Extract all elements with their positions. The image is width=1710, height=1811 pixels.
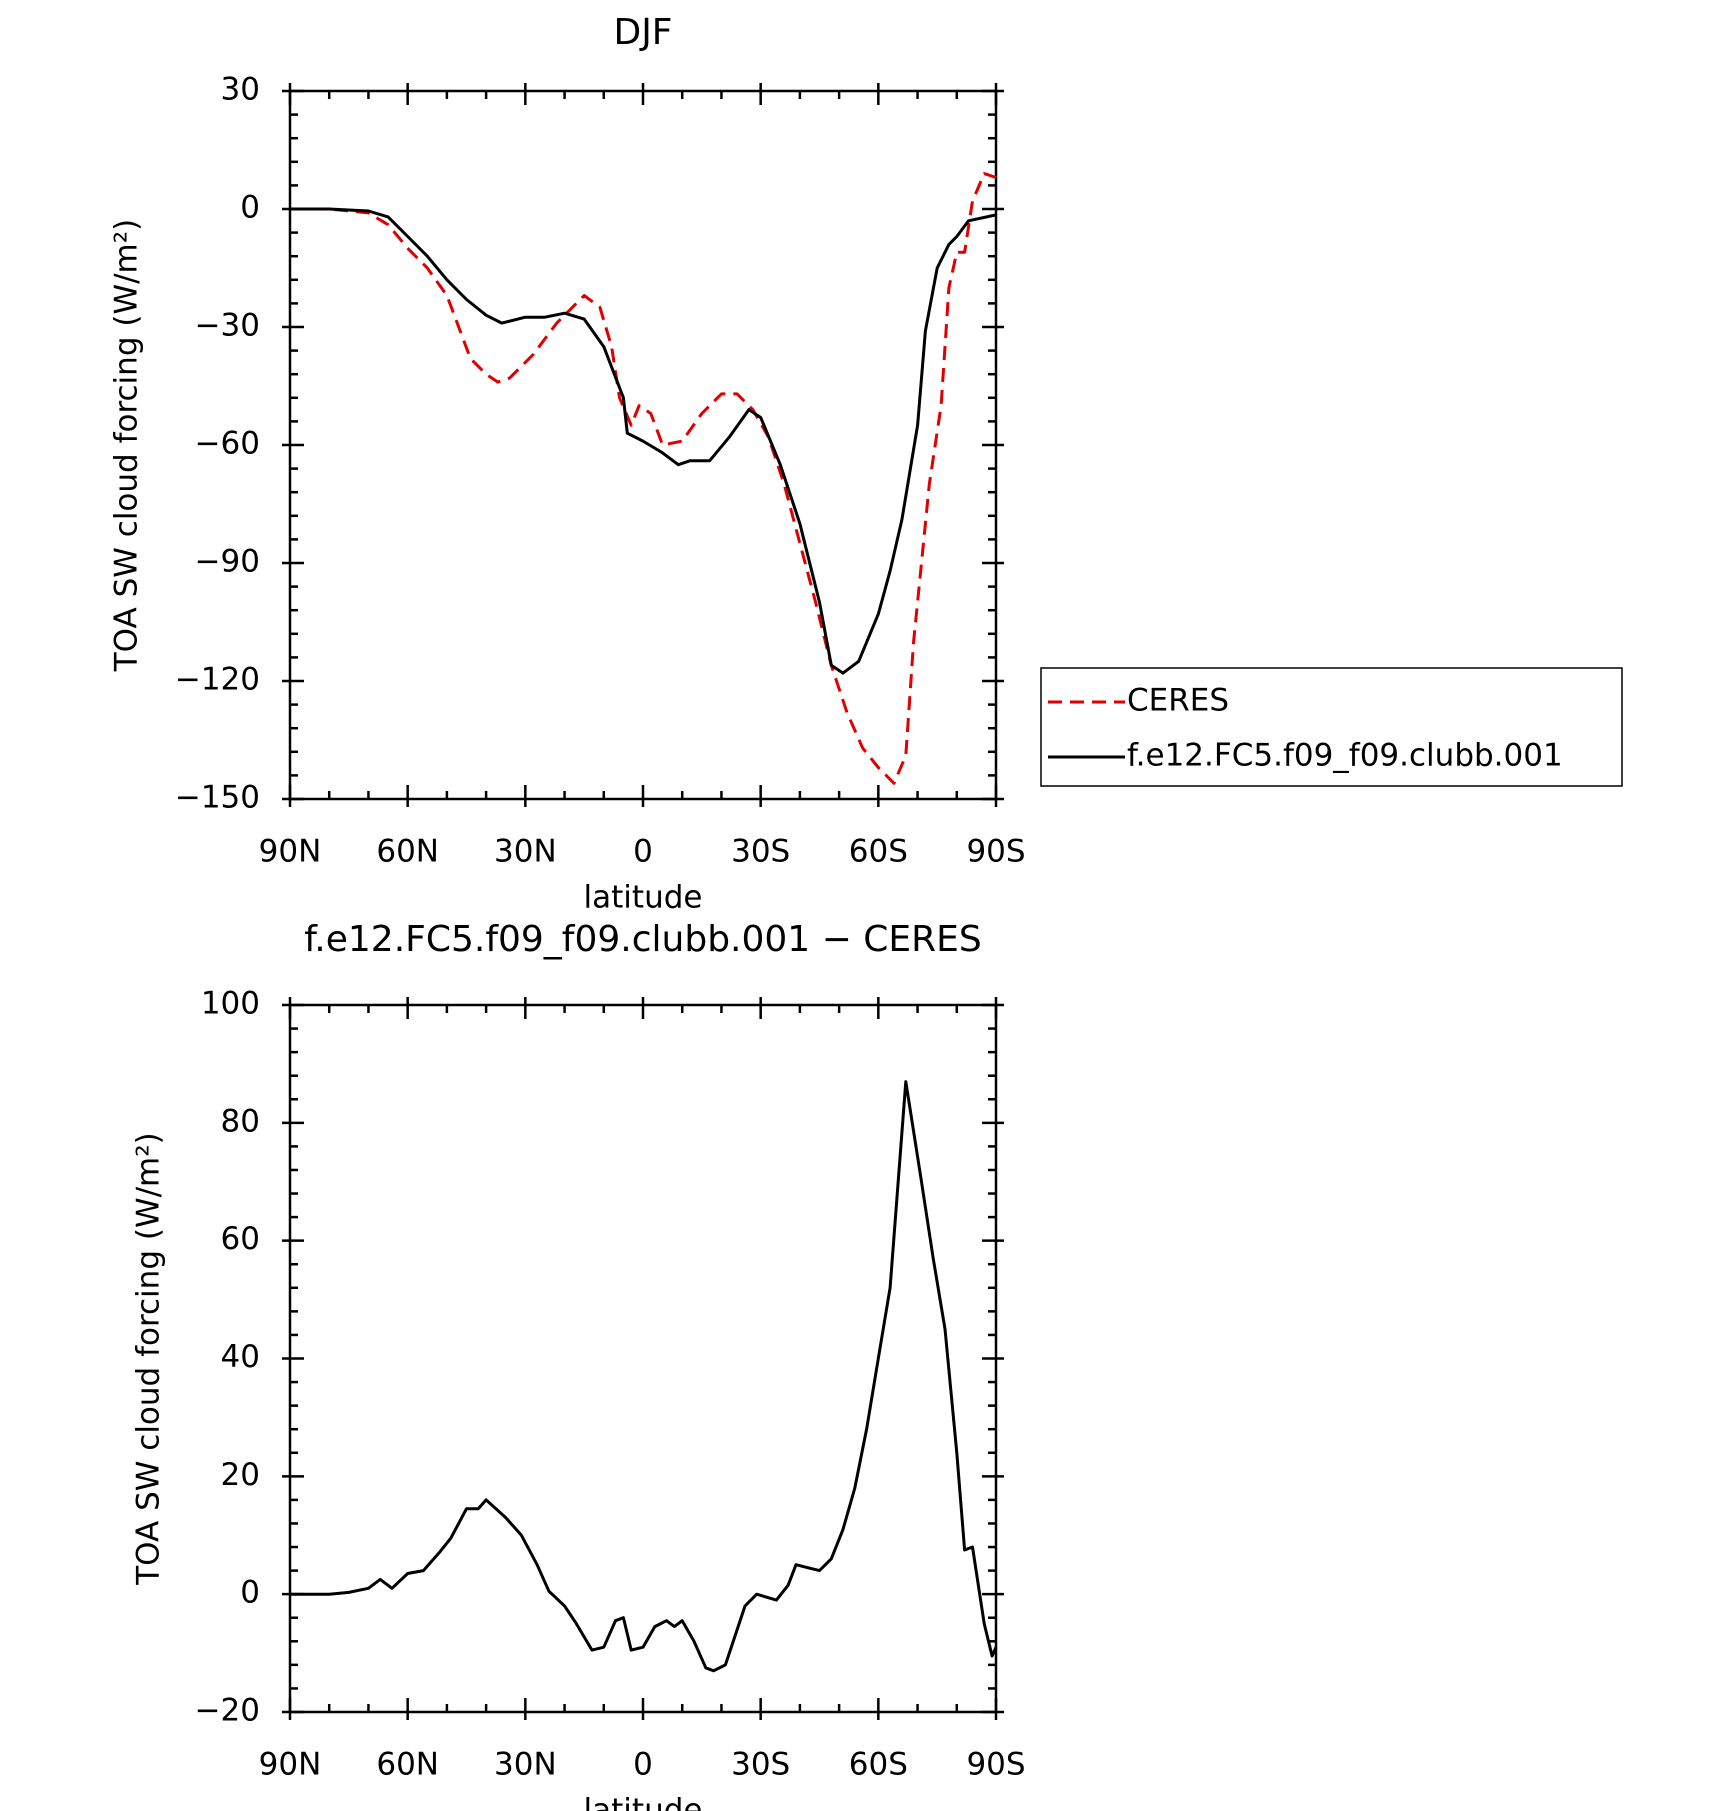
data-line [290,172,997,785]
legend-box [1040,667,1623,787]
x-tick-label: 60N [376,834,439,870]
y-tick-label: 40 [221,1339,260,1375]
x-axis-label: latitude [584,880,703,916]
y-axis-label: TOA SW cloud forcing (W/m²) [109,219,145,673]
y-tick-label: 100 [201,986,260,1022]
x-tick-label: 0 [633,1747,653,1783]
x-tick-label: 90N [259,1747,322,1783]
plot-frame [288,1003,998,1714]
x-tick-label: 0 [633,834,653,870]
y-tick-label: 20 [221,1457,260,1493]
y-tick-label: −90 [195,544,260,580]
y-tick-label: 0 [240,1575,260,1611]
legend-label: f.e12.FC5.f09_f09.clubb.001 [1127,738,1563,774]
x-tick-label: 90S [966,834,1025,870]
y-tick-label: −150 [175,780,260,816]
y-tick-label: 80 [221,1103,260,1139]
y-tick-label: −20 [195,1693,260,1729]
y-tick-label: 30 [221,72,260,108]
x-axis-label: latitude [584,1793,703,1811]
legend-label: CERES [1127,683,1229,719]
x-tick-label: 30S [731,834,790,870]
x-tick-label: 60N [376,1747,439,1783]
y-tick-label: −30 [195,308,260,344]
chart-title: DJF [613,12,672,53]
x-tick-label: 30N [494,834,557,870]
plot-frame [288,89,998,801]
x-tick-label: 90S [966,1747,1025,1783]
x-tick-label: 60S [849,1747,908,1783]
x-tick-label: 60S [849,834,908,870]
x-tick-label: 90N [259,834,322,870]
y-tick-label: −120 [175,662,260,698]
x-tick-label: 30N [494,1747,557,1783]
y-tick-label: 60 [221,1221,260,1257]
chart-title: f.e12.FC5.f09_f09.clubb.001 − CERES [304,919,982,960]
y-axis-label: TOA SW cloud forcing (W/m²) [131,1132,167,1586]
data-line [290,207,997,675]
y-tick-label: −60 [195,426,260,462]
data-line [290,1080,998,1673]
x-tick-label: 30S [731,1747,790,1783]
y-tick-label: 0 [240,190,260,226]
